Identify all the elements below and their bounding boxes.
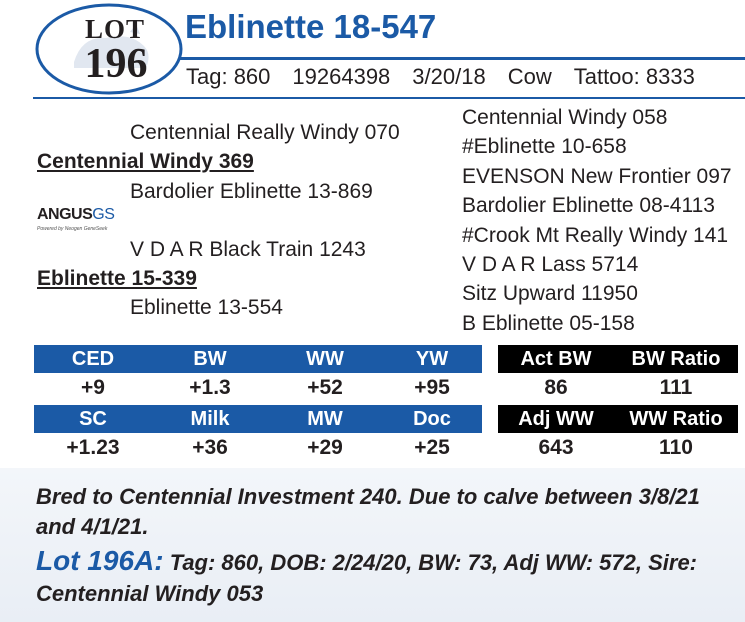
actual-header-act-bw: Act BW <box>498 345 614 373</box>
pedigree-right-5: #Crook Mt Really Windy 141 <box>462 224 729 247</box>
epd-header-ww: WW <box>268 345 382 373</box>
epd-value-doc: +25 <box>414 436 450 459</box>
pedigree-right-6: V D A R Lass 5714 <box>462 253 639 276</box>
notes-background <box>0 468 745 622</box>
pedigree-right-1: Centennial Windy 058 <box>462 106 668 129</box>
lot-196a-info: Lot 196A: Tag: 860, DOB: 2/24/20, BW: 73… <box>36 545 741 609</box>
epd-header-sc: SC <box>34 405 152 433</box>
pedigree-right-7: Sitz Upward 11950 <box>462 282 638 305</box>
tattoo: Tattoo: 8333 <box>573 64 695 89</box>
pedigree-right-3: EVENSON New Frontier 097 <box>462 165 732 188</box>
sire-sire: Centennial Really Windy 070 <box>130 121 400 144</box>
lot-badge: LOT 196 <box>34 2 184 96</box>
lot-badge-oval-icon <box>35 3 183 95</box>
epd-header-bw: BW <box>152 345 268 373</box>
breeding-note: Bred to Centennial Investment 240. Due t… <box>36 484 700 539</box>
angus-gs-tagline: Powered by Neogen GeneSeek <box>37 226 108 232</box>
actual-value-adj-ww: 643 <box>538 436 574 459</box>
tag-number: Tag: 860 <box>186 64 271 89</box>
title-underline <box>180 57 745 60</box>
header-divider <box>33 97 745 99</box>
actual-header-ww-ratio: WW Ratio <box>614 405 738 433</box>
actual-header-adj-ww: Adj WW <box>498 405 614 433</box>
actual-header-bw-ratio: BW Ratio <box>614 345 738 373</box>
epd-header-mw: MW <box>268 405 382 433</box>
birth-date: 3/20/18 <box>412 64 486 89</box>
epd-header-yw: YW <box>382 345 482 373</box>
lot-number: 196 <box>84 41 148 87</box>
epd-value-milk: +36 <box>192 436 228 459</box>
sire: Centennial Windy 369 <box>37 150 254 173</box>
sire-dam: Bardolier Eblinette 13-869 <box>130 180 373 203</box>
epd-value-sc: +1.23 <box>66 436 120 459</box>
pedigree-right-2: #Eblinette 10-658 <box>462 135 627 158</box>
lot-196a-details: Tag: 860, DOB: 2/24/20, BW: 73, Adj WW: … <box>36 550 698 606</box>
epd-value-mw: +29 <box>307 436 343 459</box>
lot-196a-label: Lot 196A: <box>36 545 164 576</box>
animal-name: Eblinette 18-547 <box>185 8 437 45</box>
epd-value-ww: +52 <box>307 376 343 399</box>
actual-value-ww-ratio: 110 <box>659 436 693 459</box>
dam: Eblinette 15-339 <box>37 267 197 290</box>
dam-dam: Eblinette 13-554 <box>130 296 283 319</box>
epd-value-yw: +95 <box>414 376 450 399</box>
epd-value-bw: +1.3 <box>189 376 231 399</box>
animal-info-line: Tag: 860 19264398 3/20/18 Cow Tattoo: 8333 <box>186 64 695 90</box>
actual-value-act-bw: 86 <box>544 376 568 399</box>
angus-gs-logo: ANGUSGS <box>37 206 115 223</box>
epd-value-ced: +9 <box>81 376 105 399</box>
dam-sire: V D A R Black Train 1243 <box>130 238 366 261</box>
animal-sex: Cow <box>507 64 552 89</box>
registration-number: 19264398 <box>292 64 391 89</box>
epd-header-milk: Milk <box>152 405 268 433</box>
pedigree-right-8: B Eblinette 05-158 <box>462 312 635 335</box>
epd-header-ced: CED <box>34 345 152 373</box>
actual-value-bw-ratio: 111 <box>659 376 693 399</box>
epd-header-doc: Doc <box>382 405 482 433</box>
pedigree-right-4: Bardolier Eblinette 08-4113 <box>462 194 715 217</box>
lot-label: LOT <box>84 14 146 44</box>
